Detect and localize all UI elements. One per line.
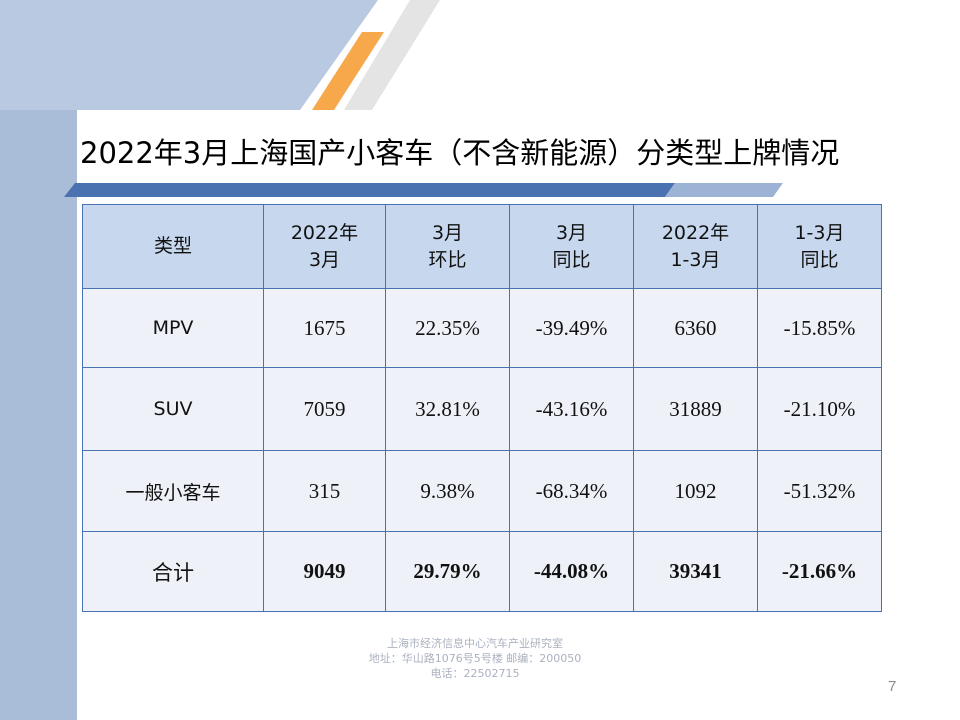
slide-title: 2022年3月上海国产小客车（不含新能源）分类型上牌情况 <box>80 136 840 170</box>
footer-phone: 电话：22502715 <box>430 667 520 680</box>
cell-q1-yoy: -15.85% <box>757 288 882 368</box>
cell-march: 315 <box>263 450 386 532</box>
table-row: MPV 1675 22.35% -39.49% 6360 -15.85% <box>82 288 882 368</box>
cell-type: 一般小客车 <box>82 450 264 532</box>
cell-q1: 31889 <box>633 367 758 451</box>
cell-q1-yoy: -21.66% <box>757 531 882 612</box>
header-type: 类型 <box>82 204 264 289</box>
title-underline-dark <box>64 183 675 197</box>
table-total-row: 合计 9049 29.79% -44.08% 39341 -21.66% <box>82 531 882 612</box>
registration-table: 类型 2022年 3月 3月 环比 3月 同比 2022年 1-3月 1-3月 同比 MP… <box>82 204 882 612</box>
title-underline-light <box>665 183 783 197</box>
cell-march: 1675 <box>263 288 386 368</box>
cell-mom: 9.38% <box>385 450 510 532</box>
table-header-row: 类型 2022年 3月 3月 环比 3月 同比 2022年 1-3月 1-3月 同比 <box>82 204 882 289</box>
cell-yoy: -68.34% <box>509 450 634 532</box>
grey-stripe <box>344 0 440 110</box>
cell-type: SUV <box>82 367 264 451</box>
cell-q1: 39341 <box>633 531 758 612</box>
cell-mom: 32.81% <box>385 367 510 451</box>
page-number: 7 <box>888 678 897 695</box>
header-q1-2022: 2022年 1-3月 <box>633 204 758 289</box>
header-march-mom: 3月 环比 <box>385 204 510 289</box>
top-band <box>0 0 378 110</box>
cell-yoy: -39.49% <box>509 288 634 368</box>
cell-q1-yoy: -51.32% <box>757 450 882 532</box>
header-march-2022: 2022年 3月 <box>263 204 386 289</box>
footer-org: 上海市经济信息中心汽车产业研究室 <box>387 637 563 650</box>
footer-contact: 上海市经济信息中心汽车产业研究室 地址：华山路1076号5号楼 邮编：20005… <box>330 636 620 681</box>
cell-march: 9049 <box>263 531 386 612</box>
cell-mom: 29.79% <box>385 531 510 612</box>
table-row: 一般小客车 315 9.38% -68.34% 1092 -51.32% <box>82 450 882 532</box>
header-q1-yoy: 1-3月 同比 <box>757 204 882 289</box>
cell-q1: 6360 <box>633 288 758 368</box>
cell-q1-yoy: -21.10% <box>757 367 882 451</box>
orange-stripe <box>312 32 384 110</box>
header-march-yoy: 3月 同比 <box>509 204 634 289</box>
cell-yoy: -43.16% <box>509 367 634 451</box>
cell-type: 合计 <box>82 531 264 612</box>
cell-q1: 1092 <box>633 450 758 532</box>
cell-march: 7059 <box>263 367 386 451</box>
table-row: SUV 7059 32.81% -43.16% 31889 -21.10% <box>82 367 882 451</box>
footer-address: 地址：华山路1076号5号楼 邮编：200050 <box>368 652 582 665</box>
cell-type: MPV <box>82 288 264 368</box>
left-band <box>0 0 77 720</box>
cell-yoy: -44.08% <box>509 531 634 612</box>
cell-mom: 22.35% <box>385 288 510 368</box>
